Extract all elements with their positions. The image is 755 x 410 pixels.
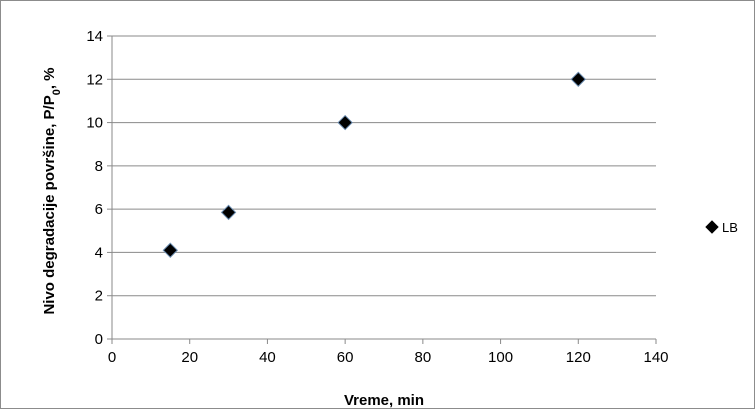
x-tick-label-120: 120	[566, 349, 591, 366]
y-tick-label-12: 12	[86, 71, 103, 88]
x-tick-label-80: 80	[415, 349, 432, 366]
x-axis-title: Vreme, min	[344, 392, 424, 409]
grid-lines	[112, 35, 656, 297]
y-axis-title-main: Nivo degradacije površine, P/P	[41, 95, 58, 314]
x-tick-label-0: 0	[108, 349, 116, 366]
y-tick-label-14: 14	[86, 28, 103, 45]
legend-label-lb: LB	[722, 220, 738, 235]
y-axis-title-suffix: , %	[41, 67, 58, 89]
data-point-lb-4	[570, 71, 586, 87]
axes	[107, 35, 657, 344]
y-axis-title: Nivo degradacije površine, P/P0, %	[41, 67, 63, 314]
legend-marker-lb	[705, 220, 719, 234]
y-tick-label-10: 10	[86, 115, 103, 132]
x-tick-label-60: 60	[337, 349, 354, 366]
data-point-lb-1	[162, 242, 178, 258]
x-tick-label-100: 100	[488, 349, 513, 366]
data-points	[162, 71, 586, 258]
data-point-lb-2	[220, 204, 237, 221]
y-tick-label-0: 0	[95, 331, 103, 348]
y-tick-label-8: 8	[95, 158, 103, 175]
y-tick-label-4: 4	[95, 244, 103, 261]
y-axis-title-subscript: 0	[51, 89, 63, 95]
x-tick-label-40: 40	[259, 349, 276, 366]
y-tick-label-2: 2	[95, 288, 103, 305]
x-tick-label-20: 20	[181, 349, 198, 366]
x-tick-label-140: 140	[643, 349, 668, 366]
data-point-lb-3	[337, 114, 353, 131]
legend: LB	[705, 220, 738, 235]
y-tick-label-6: 6	[95, 201, 103, 218]
